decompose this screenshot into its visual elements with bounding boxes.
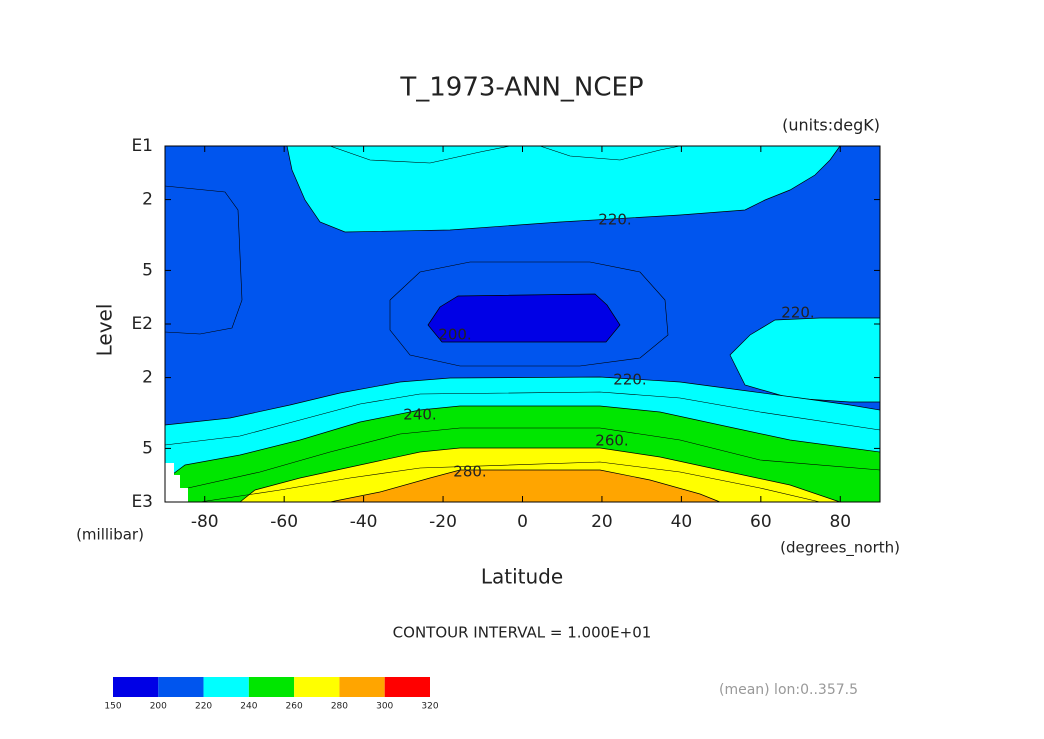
y-tick-label: 5: [142, 260, 153, 280]
band: [729, 317, 881, 403]
colorbar-swatch: [339, 677, 385, 697]
y-tick-label: 5: [142, 438, 153, 458]
colorbar-label: 200: [150, 702, 167, 712]
isoline: [164, 391, 881, 446]
colorbar-label: 260: [286, 702, 303, 712]
y-units: (millibar): [76, 526, 144, 544]
contour-label: 220.: [598, 211, 631, 229]
colorbar-swatch: [113, 677, 159, 697]
contour-interval: CONTOUR INTERVAL = 1.000E+01: [393, 624, 652, 642]
band: [329, 469, 721, 503]
colorbar-label: 280: [331, 702, 348, 712]
y-tick-label: 2: [142, 368, 153, 388]
units-label: (units:degK): [782, 116, 880, 135]
x-tick-label: 20: [591, 512, 613, 532]
colorbar-swatch: [248, 677, 295, 697]
colorbar-label: 320: [421, 702, 438, 712]
contour-label: 200.: [438, 326, 471, 344]
x-tick-label: -60: [270, 512, 298, 532]
contour-label: 260.: [595, 432, 628, 450]
y-tick-label: E2: [131, 314, 153, 334]
isoline: [329, 145, 511, 164]
note: (mean) lon:0..357.5: [719, 682, 858, 698]
colorbar-swatch: [158, 677, 204, 697]
colorbar-swatch: [384, 677, 430, 697]
isoline: [539, 145, 681, 161]
colorbar-swatch: [203, 677, 249, 697]
y-tick-label: 2: [142, 190, 153, 210]
y-tick-label: E1: [131, 136, 153, 156]
band: [286, 145, 841, 233]
isoline: [187, 427, 881, 489]
y-axis-label: Level: [93, 304, 117, 357]
isoline: [199, 461, 821, 503]
x-axis-label: Latitude: [481, 565, 563, 589]
colorbar-label: 220: [195, 702, 212, 712]
missing-cell: [165, 463, 174, 475]
x-tick-label: 60: [750, 512, 772, 532]
x-tick-label: -40: [350, 512, 378, 532]
x-tick-label: -80: [191, 512, 219, 532]
x-tick-label: -20: [429, 512, 457, 532]
y-tick-label: E3: [131, 492, 153, 512]
x-tick-label: 80: [829, 512, 851, 532]
contour-label: 220.: [781, 304, 814, 322]
missing-cell: [180, 488, 188, 502]
band: [427, 293, 621, 343]
isoline: [389, 261, 669, 367]
colorbar-label: 150: [104, 702, 121, 712]
colorbar-swatch: [294, 677, 340, 697]
colorbar-label: 300: [376, 702, 393, 712]
contour-label: 280.: [453, 463, 486, 481]
colorbar-label: 240: [240, 702, 257, 712]
contour-label: 240.: [403, 406, 436, 424]
isoline: [164, 185, 243, 335]
x-tick-label: 40: [671, 512, 693, 532]
contour-label: 220.: [613, 371, 646, 389]
chart-title: T_1973-ANN_NCEP: [399, 73, 643, 103]
x-units: (degrees_north): [780, 539, 900, 558]
missing-cell: [165, 475, 180, 502]
x-tick-label: 0: [517, 512, 528, 532]
